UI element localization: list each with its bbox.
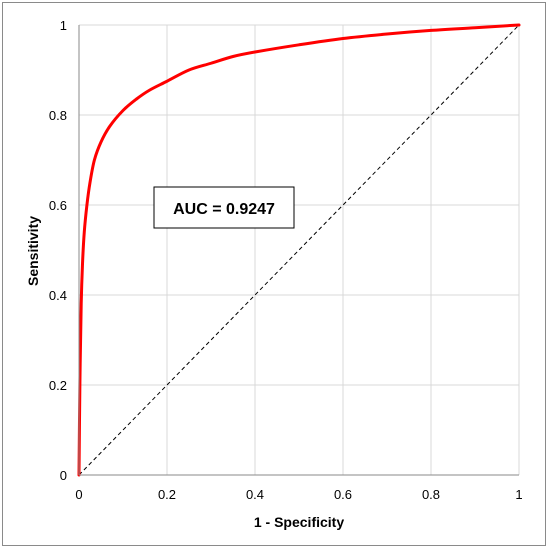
x-tick-label: 1 xyxy=(515,487,522,502)
x-tick-label: 0.4 xyxy=(246,487,264,502)
axes xyxy=(78,25,519,476)
auc-annotation-text: AUC = 0.9247 xyxy=(173,201,275,218)
y-tick-label: 0.2 xyxy=(49,378,67,393)
x-tick-label: 0.6 xyxy=(334,487,352,502)
x-tick-label: 0 xyxy=(75,487,82,502)
x-tick-labels: 0 0.2 0.4 0.6 0.8 1 xyxy=(75,487,522,502)
y-axis-title: Sensitivity xyxy=(25,216,41,286)
chart-frame xyxy=(2,2,546,546)
y-tick-label: 1 xyxy=(60,18,67,33)
grid xyxy=(79,24,520,475)
y-tick-label: 0.4 xyxy=(49,288,67,303)
x-axis-title: 1 - Specificity xyxy=(254,514,344,530)
y-tick-label: 0.6 xyxy=(49,198,67,213)
y-tick-label: 0.8 xyxy=(49,108,67,123)
auc-annotation: AUC = 0.9247 xyxy=(153,186,295,229)
x-tick-label: 0.2 xyxy=(158,487,176,502)
auc-annotation-box xyxy=(153,186,295,229)
roc-curve xyxy=(77,23,521,477)
x-tick-label: 0.8 xyxy=(422,487,440,502)
roc-curve-line xyxy=(77,23,521,477)
y-tick-labels: 0 0.2 0.4 0.6 0.8 1 xyxy=(49,18,67,483)
y-tick-label: 0 xyxy=(60,468,67,483)
